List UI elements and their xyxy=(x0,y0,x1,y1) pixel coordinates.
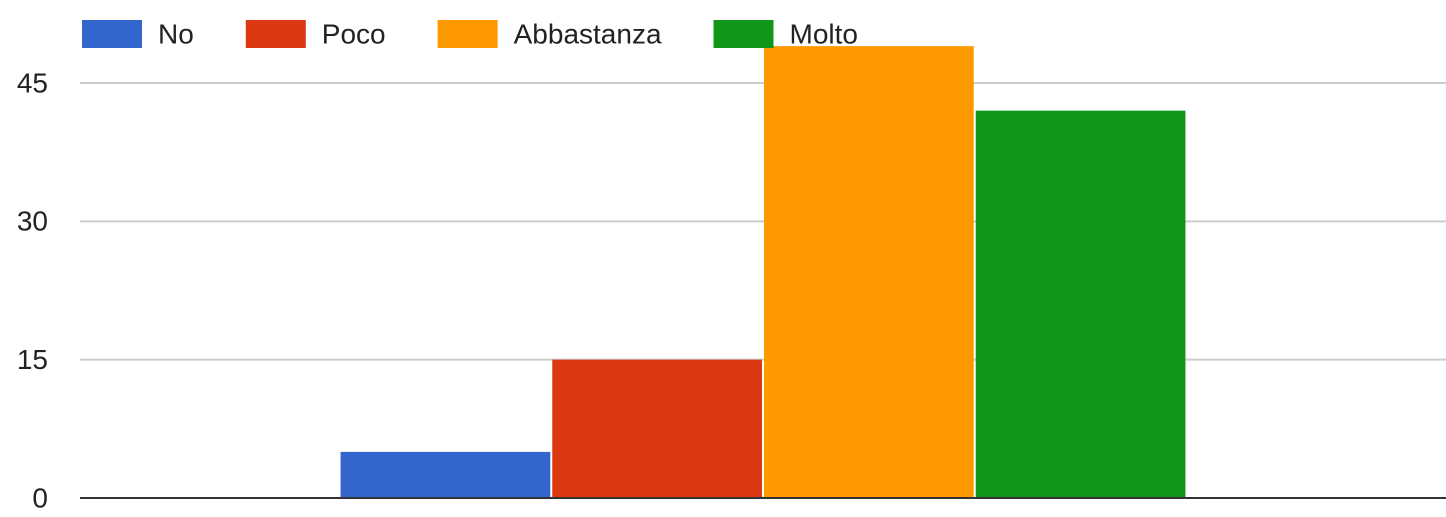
y-tick-label: 0 xyxy=(32,482,48,512)
y-tick-label: 30 xyxy=(17,206,48,237)
bar xyxy=(975,110,1186,499)
bar xyxy=(552,359,762,498)
legend-label: Abbastanza xyxy=(514,18,662,49)
legend-swatch xyxy=(437,20,498,48)
bar xyxy=(340,451,551,498)
legend-label: No xyxy=(158,18,194,49)
legend-swatch xyxy=(713,20,774,48)
legend-label: Molto xyxy=(790,18,858,49)
legend-label: Poco xyxy=(322,18,386,49)
legend-swatch xyxy=(245,20,306,48)
y-tick-label: 45 xyxy=(17,67,48,98)
y-tick-label: 15 xyxy=(17,344,48,375)
legend-swatch xyxy=(82,20,142,48)
bar xyxy=(764,46,974,498)
